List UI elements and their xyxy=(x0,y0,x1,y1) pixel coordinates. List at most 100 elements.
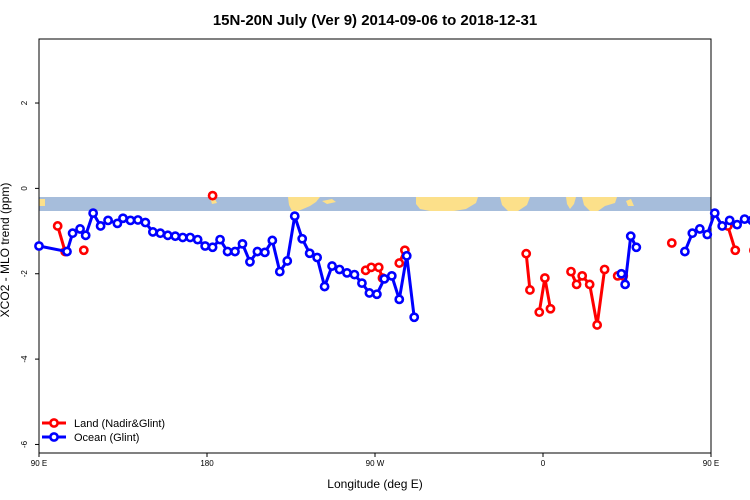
data-point xyxy=(409,312,420,323)
x-tick-label: 90 W xyxy=(366,459,385,468)
data-point xyxy=(525,285,535,295)
data-point xyxy=(679,246,690,257)
data-point xyxy=(616,268,627,279)
data-point xyxy=(732,219,743,230)
data-point xyxy=(207,242,218,253)
data-point xyxy=(702,229,713,240)
data-point xyxy=(709,208,720,219)
data-point xyxy=(694,224,705,234)
y-tick-label: 2 xyxy=(20,100,29,105)
data-point xyxy=(245,256,255,267)
map-land-philippines xyxy=(626,199,634,206)
data-point xyxy=(88,208,99,219)
data-point xyxy=(401,250,412,261)
data-point xyxy=(312,252,323,263)
series-line xyxy=(569,269,607,327)
legend-marker-land xyxy=(49,418,59,428)
data-point xyxy=(177,232,188,243)
data-point xyxy=(155,228,166,239)
map-land-indochina xyxy=(582,197,617,211)
data-point xyxy=(394,258,405,268)
legend-label-land: Land (Nadir&Glint) xyxy=(74,418,165,430)
data-point xyxy=(297,233,308,244)
data-point xyxy=(282,256,293,266)
x-tick-label: 0 xyxy=(541,459,546,468)
data-point xyxy=(207,190,218,201)
data-point xyxy=(118,213,128,224)
data-point xyxy=(373,262,384,273)
legend-marker-ocean xyxy=(49,432,59,442)
data-point xyxy=(200,241,211,251)
data-point xyxy=(687,228,698,239)
series-0 xyxy=(52,190,750,330)
data-point xyxy=(717,221,728,231)
data-point xyxy=(192,234,203,245)
map-strip xyxy=(39,197,711,211)
y-axis: 2 0 -2 -4 -6 xyxy=(20,100,39,448)
data-point xyxy=(584,279,595,290)
legend-label-ocean: Ocean (Glint) xyxy=(74,432,139,444)
data-point xyxy=(162,230,173,241)
data-point xyxy=(521,248,532,259)
data-point xyxy=(67,228,78,239)
map-land-arabia xyxy=(500,197,530,211)
map-land-central-america xyxy=(288,197,320,211)
data-point xyxy=(566,266,576,277)
series-line xyxy=(38,211,416,318)
data-point xyxy=(170,231,181,242)
data-point xyxy=(545,303,556,314)
legend: Land (Nadir&Glint) Ocean (Glint) xyxy=(42,418,165,444)
y-tick-label: -2 xyxy=(20,270,29,278)
data-point xyxy=(95,221,106,231)
data-point xyxy=(267,235,278,246)
data-point xyxy=(274,266,285,277)
data-point xyxy=(289,211,300,222)
data-point xyxy=(34,241,44,251)
data-point xyxy=(78,245,89,256)
y-tick-label: 0 xyxy=(20,186,29,191)
data-point xyxy=(147,227,158,237)
data-point xyxy=(349,269,360,280)
data-point xyxy=(334,264,345,275)
data-point xyxy=(571,279,582,290)
series-line xyxy=(524,253,532,291)
data-point xyxy=(386,270,397,281)
x-tick-label: 90 E xyxy=(31,459,47,468)
y-tick-label: -6 xyxy=(20,440,29,448)
data-point xyxy=(327,261,337,271)
data-point xyxy=(222,246,233,257)
data-point xyxy=(534,307,545,318)
map-land-caribbean xyxy=(322,199,336,204)
data-point xyxy=(379,273,390,284)
y-axis-label: XCO2 - MLO trend (ppm) xyxy=(0,183,12,318)
data-point xyxy=(394,294,405,305)
data-point xyxy=(319,281,330,292)
map-land-africa xyxy=(416,197,478,211)
data-point xyxy=(304,248,315,259)
data-point xyxy=(125,215,136,226)
data-point xyxy=(366,262,377,273)
data-point xyxy=(103,215,113,226)
y-tick-label: -4 xyxy=(20,355,29,363)
data-point xyxy=(230,246,240,257)
data-point xyxy=(237,238,248,249)
data-point xyxy=(371,289,382,300)
chart-title: 15N-20N July (Ver 9) 2014-09-06 to 2018-… xyxy=(213,12,537,29)
data-point xyxy=(357,278,367,289)
map-land-india xyxy=(566,197,576,209)
data-point xyxy=(140,217,151,228)
x-tick-label: 180 xyxy=(200,459,214,468)
data-point xyxy=(62,246,72,257)
data-point xyxy=(112,218,123,229)
data-point xyxy=(52,221,63,231)
data-point xyxy=(80,230,91,241)
data-point xyxy=(364,288,375,298)
series-1 xyxy=(34,208,750,323)
x-tick-label: 90 E xyxy=(703,459,719,468)
data-point xyxy=(133,215,143,225)
data-point xyxy=(730,245,741,256)
data-point xyxy=(342,267,352,278)
data-point xyxy=(625,231,636,242)
data-point xyxy=(75,224,85,234)
